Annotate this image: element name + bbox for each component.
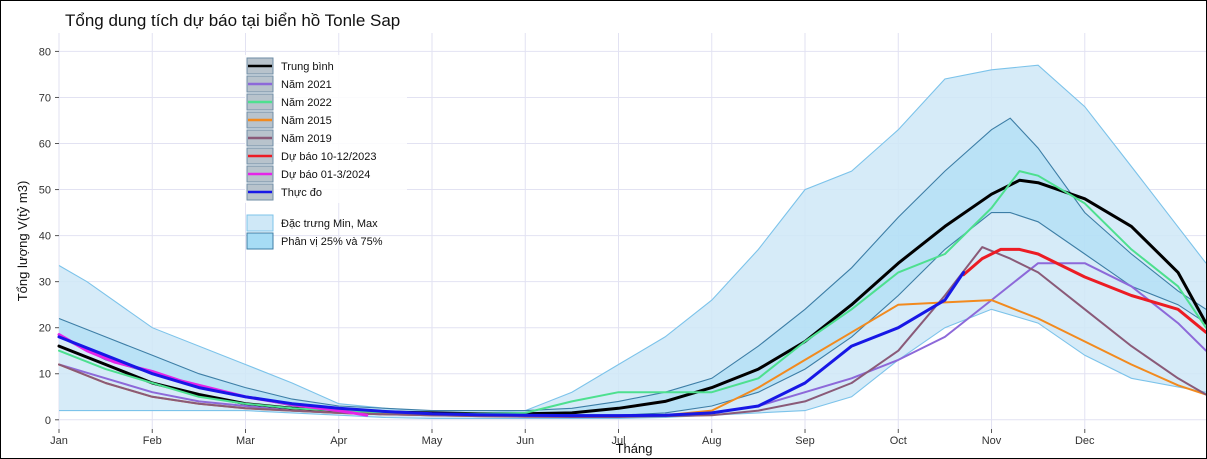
x-tick-label: Oct xyxy=(890,435,907,447)
legend-label: Năm 2015 xyxy=(281,115,332,127)
band-area xyxy=(59,65,1206,419)
y-tick-label: 40 xyxy=(39,231,51,243)
chart-title: Tổng dung tích dự báo tại biển hồ Tonle … xyxy=(65,11,400,30)
x-tick-label: Nov xyxy=(982,435,1002,447)
legend: Trung bình Năm 2021 Năm 2022 Năm 2015 Năm 2… xyxy=(245,55,407,250)
series-line xyxy=(962,247,1206,334)
x-tick-label: Dec xyxy=(1075,435,1095,447)
y-tick-label: 20 xyxy=(39,323,51,335)
x-tick-label: May xyxy=(422,435,443,447)
y-tick-label: 30 xyxy=(39,277,51,289)
legend-label: Năm 2021 xyxy=(281,79,332,91)
series-line xyxy=(57,270,965,418)
legend-band-key xyxy=(246,214,274,232)
x-tick-label: Jan xyxy=(50,435,68,447)
bands-layer xyxy=(58,64,1206,419)
y-tick-label: 60 xyxy=(39,139,51,151)
x-axis: Jan Feb Mar Apr May Jun Jul Aug Sep Oct Nov Dec xyxy=(50,429,1095,447)
y-tick-label: 80 xyxy=(39,46,51,58)
legend-label: Thực đo xyxy=(281,187,322,199)
x-tick-label: Jun xyxy=(516,435,534,447)
x-tick-label: Apr xyxy=(330,435,347,447)
legend-band-label: Phân vị 25% và 75% xyxy=(281,236,383,248)
legend-label: Dự báo 10-12/2023 xyxy=(281,151,376,163)
legend-label: Trung bình xyxy=(281,61,334,73)
x-axis-label: Tháng xyxy=(616,441,653,456)
y-tick-label: 10 xyxy=(39,369,51,381)
series-line xyxy=(58,170,1206,415)
x-tick-label: Sep xyxy=(795,435,815,447)
x-tick-label: Aug xyxy=(702,435,722,447)
x-tick-label: Jul xyxy=(611,435,625,447)
legend-label: Năm 2022 xyxy=(281,97,332,109)
series-layer xyxy=(57,170,1206,418)
y-tick-label: 70 xyxy=(39,92,51,104)
x-tick-label: Mar xyxy=(236,435,255,447)
x-tick-label: Feb xyxy=(143,435,162,447)
series-line xyxy=(57,333,369,417)
y-axis: 0 10 20 30 40 50 60 70 80 xyxy=(39,46,59,427)
band-upper-edge xyxy=(58,64,1206,414)
legend-label: Năm 2019 xyxy=(281,133,332,145)
y-axis-label: Tổng lượng V(tỷ m3) xyxy=(15,181,30,302)
y-tick-label: 0 xyxy=(45,415,51,427)
legend-label: Dự báo 01-3/2024 xyxy=(281,169,370,181)
legend-band-label: Đặc trưng Min, Max xyxy=(281,218,378,230)
band-lower-edge xyxy=(59,308,1206,419)
y-tick-label: 50 xyxy=(39,185,51,197)
legend-band-key xyxy=(246,232,274,250)
